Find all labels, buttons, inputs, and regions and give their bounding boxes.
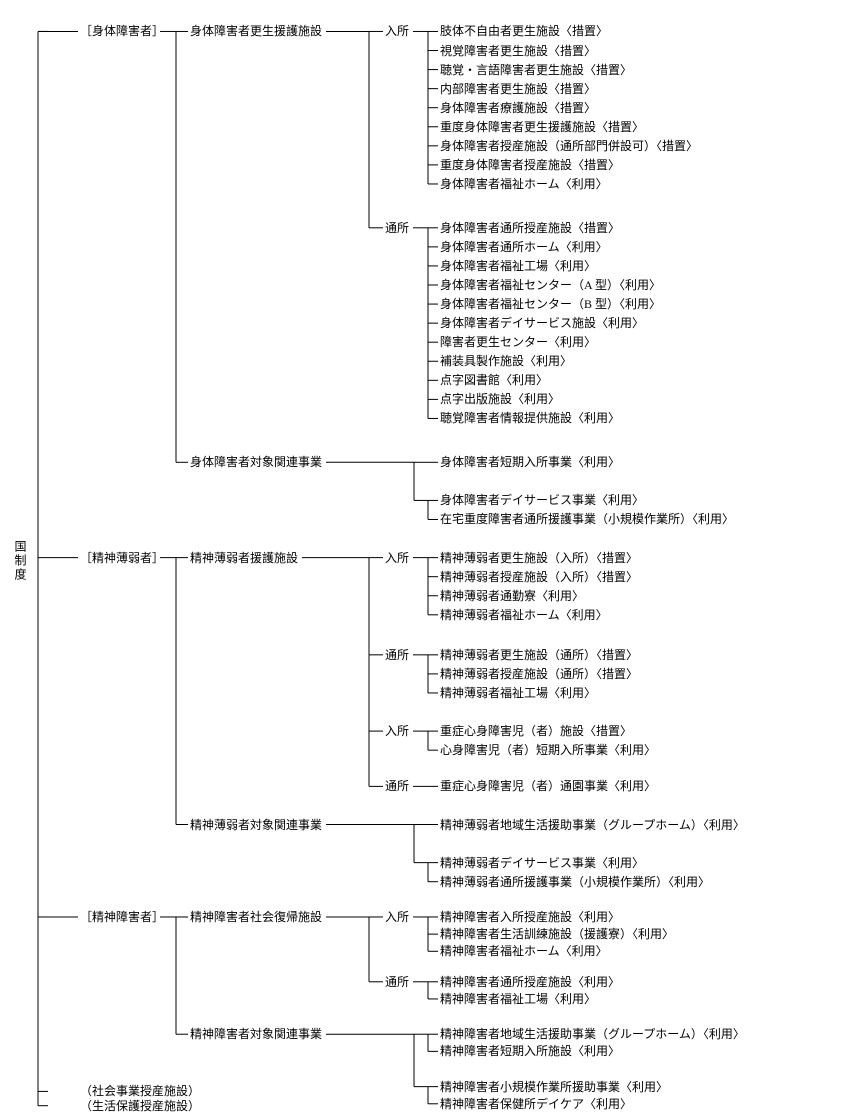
leaf: 身体障害者短期入所事業〈利用〉 bbox=[440, 456, 620, 468]
leaf: 身体障害者デイサービス施設〈利用〉 bbox=[440, 317, 644, 329]
leaf: 精神薄弱者福祉ホーム〈利用〉 bbox=[440, 609, 608, 621]
leaf: 精神障害者通所授産施設〈利用〉 bbox=[440, 976, 620, 988]
leaf: 精神薄弱者通勤寮〈利用〉 bbox=[440, 590, 584, 602]
leaf: 精神障害者小規模作業所援助事業〈利用〉 bbox=[440, 1081, 668, 1093]
leaf: 肢体不自由者更生施設〈措置〉 bbox=[440, 25, 608, 37]
leaf: 身体障害者療護施設〈措置〉 bbox=[440, 102, 596, 114]
leaf: 身体障害者福祉工場〈利用〉 bbox=[440, 260, 596, 272]
mode-label: 入所 bbox=[385, 911, 409, 923]
root-label: 国制度 bbox=[14, 540, 26, 582]
sub-label: 精神薄弱者対象関連事業 bbox=[190, 819, 322, 831]
leaf: 障害者更生センター〈利用〉 bbox=[440, 336, 596, 348]
leaf: 身体障害者福祉センター（A 型）〈利用〉 bbox=[440, 279, 661, 291]
leaf: 精神薄弱者福祉工場〈利用〉 bbox=[440, 687, 596, 699]
category-label: ［精神薄弱者］ bbox=[80, 552, 164, 564]
leaf: 在宅重度障害者通所援護事業（小規模作業所）〈利用〉 bbox=[440, 513, 734, 525]
leaf: 精神薄弱者授産施設（通所）〈措置〉 bbox=[440, 668, 638, 680]
leaf: 精神薄弱者更生施設（通所）〈措置〉 bbox=[440, 649, 638, 661]
leaf: 精神障害者入所授産施設〈利用〉 bbox=[440, 911, 620, 923]
sub-label: 精神薄弱者援護施設 bbox=[190, 552, 298, 564]
mode-label: 入所 bbox=[385, 552, 409, 564]
sub-label: 精神障害者社会復帰施設 bbox=[190, 911, 322, 923]
leaf: 聴覚・言語障害者更生施設〈措置〉 bbox=[440, 64, 632, 76]
mode-label: 通所 bbox=[385, 222, 409, 234]
footer-line: （社会事業授産施設） bbox=[80, 1085, 200, 1097]
leaf: 精神障害者短期入所施設〈利用〉 bbox=[440, 1045, 620, 1057]
leaf: 精神薄弱者通所援護事業（小規模作業所）〈利用〉 bbox=[440, 876, 710, 888]
leaf: 重症心身障害児（者）通園事業〈利用〉 bbox=[440, 780, 656, 792]
leaf: 精神薄弱者デイサービス事業〈利用〉 bbox=[440, 857, 644, 869]
mode-label: 通所 bbox=[385, 649, 409, 661]
leaf: 精神薄弱者更生施設（入所）〈措置〉 bbox=[440, 552, 638, 564]
mode-label: 入所 bbox=[385, 725, 409, 737]
footer-line: （生活保護授産施設） bbox=[80, 1100, 200, 1112]
mode-label: 通所 bbox=[385, 976, 409, 988]
leaf: 重症心身障害児（者）施設〈措置〉 bbox=[440, 725, 632, 737]
sub-label: 身体障害者対象関連事業 bbox=[190, 456, 322, 468]
leaf: 精神障害者福祉ホーム〈利用〉 bbox=[440, 945, 608, 957]
leaf: 身体障害者授産施設（通所部門併設可）〈措置〉 bbox=[440, 140, 698, 152]
leaf: 点字図書館〈利用〉 bbox=[440, 374, 548, 386]
sub-label: 身体障害者更生援護施設 bbox=[190, 25, 322, 37]
leaf: 内部障害者更生施設〈措置〉 bbox=[440, 83, 596, 95]
leaf: 重度身体障害者更生援護施設〈措置〉 bbox=[440, 121, 644, 133]
leaf: 精神障害者保健所デイケア〈利用〉 bbox=[440, 1098, 632, 1110]
category-label: ［精神障害者］ bbox=[80, 911, 164, 923]
leaf: 重度身体障害者授産施設〈措置〉 bbox=[440, 159, 620, 171]
leaf: 精神薄弱者地域生活援助事業（グループホーム）〈利用〉 bbox=[440, 819, 745, 831]
leaf: 身体障害者福祉センター（B 型）〈利用〉 bbox=[440, 298, 661, 310]
leaf: 視覚障害者更生施設〈措置〉 bbox=[440, 45, 596, 57]
leaf: 精神障害者地域生活援助事業（グループホーム）〈利用〉 bbox=[440, 1028, 745, 1040]
leaf: 点字出版施設〈利用〉 bbox=[440, 393, 560, 405]
leaf: 聴覚障害者情報提供施設〈利用〉 bbox=[440, 412, 620, 424]
leaf: 身体障害者通所授産施設〈措置〉 bbox=[440, 222, 620, 234]
mode-label: 入所 bbox=[385, 25, 409, 37]
leaf: 身体障害者デイサービス事業〈利用〉 bbox=[440, 494, 644, 506]
leaf: 精神障害者生活訓練施設（援護寮）〈利用〉 bbox=[440, 928, 674, 940]
category-label: ［身体障害者］ bbox=[80, 25, 164, 37]
leaf: 精神障害者福祉工場〈利用〉 bbox=[440, 993, 596, 1005]
leaf: 身体障害者福祉ホーム〈利用〉 bbox=[440, 178, 608, 190]
leaf: 補装具製作施設〈利用〉 bbox=[440, 355, 572, 367]
leaf: 心身障害児（者）短期入所事業〈利用〉 bbox=[440, 744, 656, 756]
mode-label: 通所 bbox=[385, 780, 409, 792]
sub-label: 精神障害者対象関連事業 bbox=[190, 1028, 322, 1040]
leaf: 身体障害者通所ホーム〈利用〉 bbox=[440, 241, 608, 253]
leaf: 精神薄弱者授産施設（入所）〈措置〉 bbox=[440, 571, 638, 583]
